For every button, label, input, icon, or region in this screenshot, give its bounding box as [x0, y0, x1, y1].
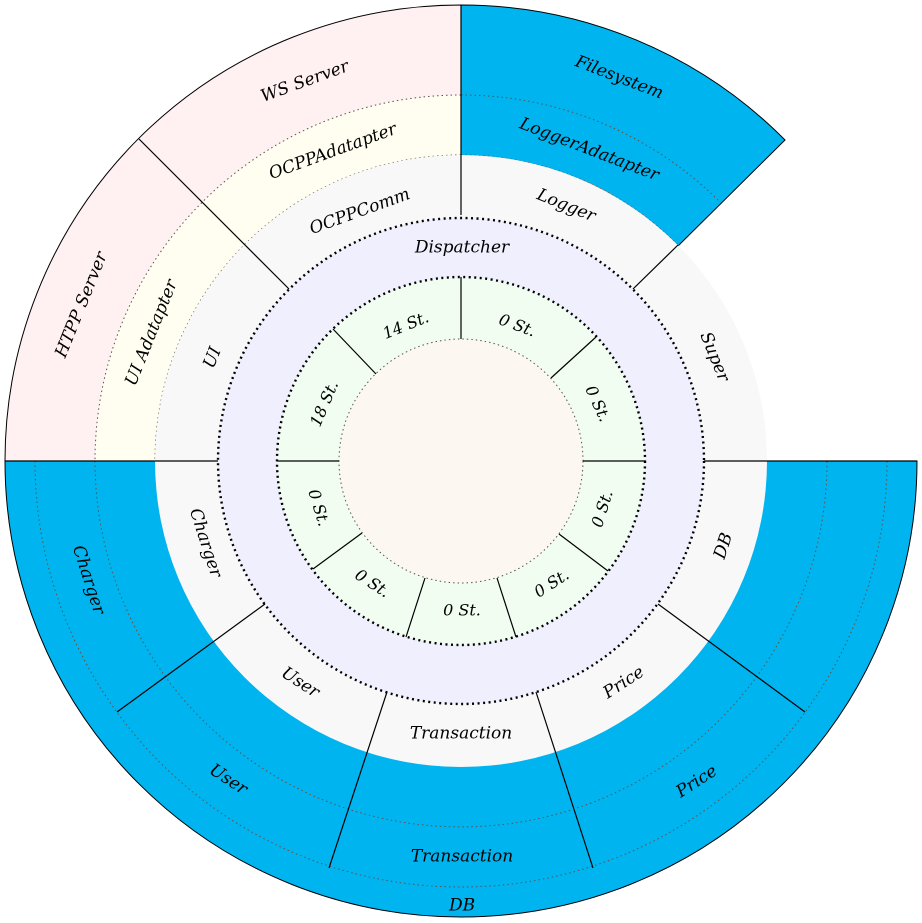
divider-ws-http	[138, 138, 290, 290]
station-divider-5	[496, 577, 517, 638]
dotted-arc-outer-bottom	[34, 460, 888, 888]
outer-dividers	[5, 5, 917, 869]
divider-transaction-price-outer	[535, 691, 594, 869]
divider-user-transaction-outer	[328, 691, 388, 869]
station-divider-9	[332, 328, 377, 375]
station-dividers	[277, 277, 645, 638]
station-divider-2	[550, 336, 597, 379]
station-divider-6	[405, 577, 426, 638]
dotted-arc-outer-top	[94, 94, 462, 462]
divider-logger-super	[632, 244, 679, 290]
transaction-label: Transaction	[410, 724, 512, 744]
divider-price-db-outer	[657, 603, 806, 713]
center-core	[338, 338, 584, 584]
dispatcher-label: Dispatcher	[414, 238, 510, 258]
divider-charger-user-outer	[116, 603, 266, 713]
station-divider-7	[312, 532, 363, 570]
db-bottom-label: DB	[448, 896, 475, 916]
station-divider-4	[558, 533, 609, 572]
station-label-5: 0 St.	[443, 601, 481, 620]
dotted-arc-bottom-inner	[94, 460, 828, 828]
transaction-outer-label: Transaction	[411, 847, 513, 867]
